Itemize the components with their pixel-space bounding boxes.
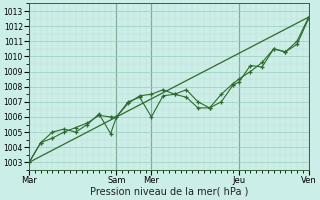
X-axis label: Pression niveau de la mer( hPa ): Pression niveau de la mer( hPa ) [90, 187, 248, 197]
